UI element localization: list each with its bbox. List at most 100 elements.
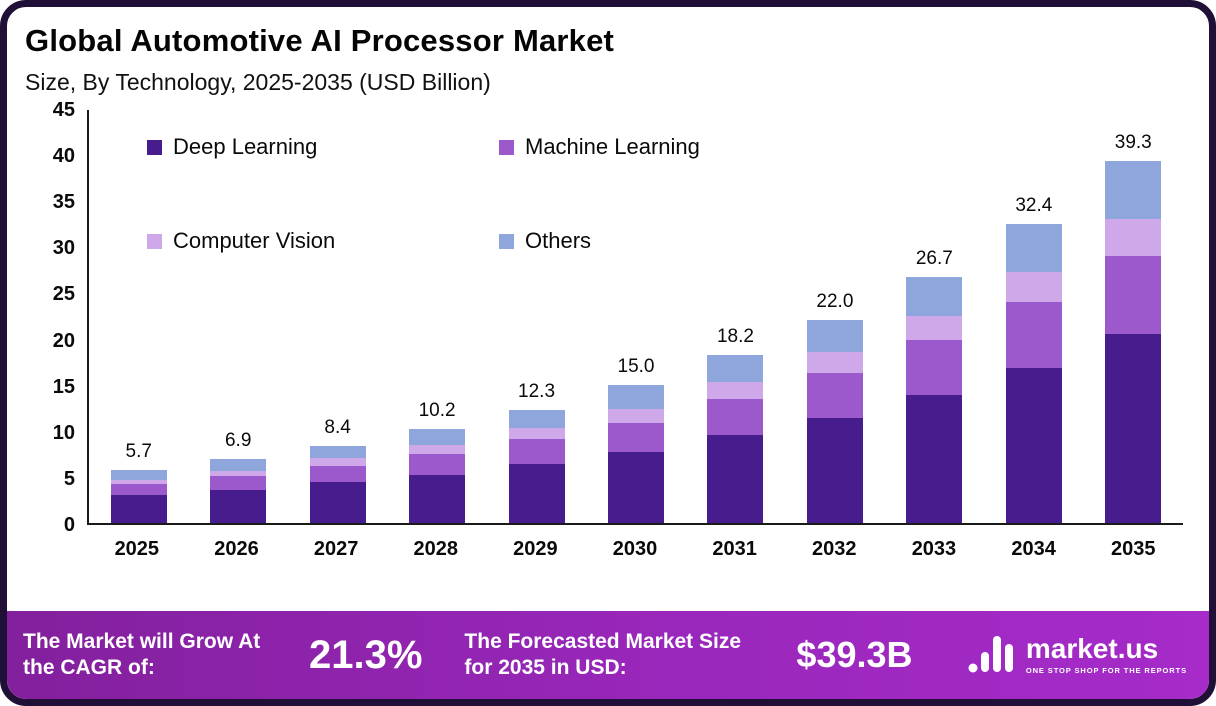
plot-area: 5.7 6.9 8.4 10.2 12.3 15.0 18.2 22.0 26.7 32.4 39.… bbox=[87, 110, 1183, 525]
y-tick-label: 30 bbox=[52, 237, 75, 260]
forecast-label: The Forecasted Market Size for 2035 in U… bbox=[464, 630, 742, 679]
plot-wrap: 5.7 6.9 8.4 10.2 12.3 15.0 18.2 22.0 26.7 32.4 39.… bbox=[87, 110, 1183, 561]
bar-stack bbox=[806, 320, 863, 523]
footer-banner: The Market will Grow At the CAGR of: 21.… bbox=[7, 611, 1209, 699]
bar-segment-computer-vision bbox=[806, 352, 863, 373]
legend-item-machine-learning: Machine Learning bbox=[499, 134, 700, 160]
bar-column: 15.0 bbox=[586, 110, 685, 523]
bar-segment-machine-learning bbox=[309, 465, 366, 483]
bar-total-label: 8.4 bbox=[324, 416, 351, 438]
bar-total-label: 18.2 bbox=[716, 326, 754, 348]
y-tick-label: 40 bbox=[52, 145, 75, 168]
chart-area: 0 5 10 15 20 25 30 35 40 45 5.7 6.9 8.4 10.2 12.3 15.0… bbox=[7, 96, 1209, 561]
bar-segment-computer-vision bbox=[508, 428, 565, 440]
x-tick-label: 2026 bbox=[214, 538, 259, 560]
chart-subtitle: Size, By Technology, 2025-2035 (USD Bill… bbox=[25, 69, 491, 95]
x-tick-label: 2034 bbox=[1011, 538, 1056, 560]
bar-segment-machine-learning bbox=[707, 398, 764, 436]
y-tick-label: 0 bbox=[63, 514, 75, 536]
bar-segment-others bbox=[707, 355, 764, 382]
bar-column: 18.2 bbox=[686, 110, 785, 523]
x-tick-label: 2029 bbox=[513, 538, 558, 560]
legend-swatch bbox=[147, 233, 162, 249]
bar-stack bbox=[210, 459, 267, 523]
bar-total-label: 26.7 bbox=[915, 247, 953, 269]
bar-segment-machine-learning bbox=[409, 453, 466, 475]
bar-segment-deep-learning bbox=[409, 475, 466, 523]
bar-total-label: 5.7 bbox=[125, 441, 152, 463]
bar-column: 32.4 bbox=[984, 110, 1083, 523]
bar-column: 10.2 bbox=[387, 110, 486, 523]
y-tick-label: 35 bbox=[52, 191, 75, 214]
bar-segment-machine-learning bbox=[110, 484, 167, 496]
bar-segment-deep-learning bbox=[1005, 368, 1062, 523]
bar-total-label: 22.0 bbox=[816, 291, 854, 313]
bar-segment-others bbox=[1005, 224, 1062, 273]
bars: 5.7 6.9 8.4 10.2 12.3 15.0 18.2 22.0 26.7 32.4 39.… bbox=[89, 110, 1183, 523]
bar-segment-machine-learning bbox=[1005, 301, 1062, 369]
bar-column: 6.9 bbox=[188, 110, 287, 523]
bar-total-label: 6.9 bbox=[224, 430, 252, 452]
bar-segment-computer-vision bbox=[1005, 272, 1062, 302]
legend-item-computer-vision: Computer Vision bbox=[147, 228, 499, 254]
bar-stack bbox=[110, 470, 167, 523]
bar-segment-others bbox=[508, 409, 565, 429]
cagr-value: 21.3% bbox=[309, 632, 423, 677]
legend-item-others: Others bbox=[499, 228, 700, 254]
y-axis: 0 5 10 15 20 25 30 35 40 45 bbox=[15, 99, 87, 536]
bar-stack bbox=[409, 428, 466, 523]
header: Global Automotive AI Processor Market Si… bbox=[7, 7, 1209, 96]
bar-stack bbox=[1105, 160, 1162, 523]
legend-swatch bbox=[499, 139, 514, 155]
bar-segment-deep-learning bbox=[906, 394, 963, 523]
cagr-label: The Market will Grow At the CAGR of: bbox=[23, 630, 261, 679]
bar-stack bbox=[707, 355, 764, 523]
chart-title: Global Automotive AI Processor Market bbox=[25, 23, 615, 58]
bar-segment-others bbox=[210, 459, 267, 471]
x-tick-label: 2025 bbox=[114, 538, 160, 560]
bar-segment-machine-learning bbox=[508, 439, 565, 464]
bar-segment-others bbox=[309, 445, 366, 459]
legend-label: Deep Learning bbox=[173, 134, 318, 159]
x-tick-label: 2033 bbox=[911, 538, 957, 560]
bar-stack bbox=[309, 445, 366, 523]
bar-segment-machine-learning bbox=[1105, 255, 1162, 334]
bar-column: 8.4 bbox=[288, 110, 387, 523]
x-tick-label: 2035 bbox=[1110, 538, 1156, 560]
x-tick-label: 2028 bbox=[413, 538, 458, 560]
bar-segment-deep-learning bbox=[508, 464, 565, 523]
y-tick-label: 15 bbox=[52, 375, 75, 398]
bar-segment-deep-learning bbox=[110, 495, 167, 523]
bar-segment-computer-vision bbox=[309, 458, 366, 466]
x-tick-label: 2032 bbox=[812, 538, 857, 560]
bar-column: 39.3 bbox=[1084, 110, 1183, 523]
y-tick-label: 20 bbox=[52, 329, 75, 352]
y-tick-label: 25 bbox=[52, 283, 75, 306]
forecast-value: $39.3B bbox=[796, 634, 913, 675]
legend-label: Computer Vision bbox=[173, 228, 336, 253]
bar-segment-machine-learning bbox=[806, 372, 863, 418]
bar-segment-computer-vision bbox=[1105, 218, 1162, 256]
bar-segment-others bbox=[1105, 160, 1162, 219]
bar-stack bbox=[1005, 224, 1062, 523]
bar-total-label: 10.2 bbox=[418, 399, 456, 421]
bar-segment-others bbox=[409, 428, 466, 445]
bar-column: 26.7 bbox=[885, 110, 984, 523]
brand-logo: market.us ONE STOP SHOP FOR THE REPORTS bbox=[968, 630, 1187, 681]
bar-segment-machine-learning bbox=[906, 340, 963, 395]
bar-segment-others bbox=[110, 470, 167, 480]
legend-label: Machine Learning bbox=[525, 134, 700, 159]
bar-segment-others bbox=[607, 384, 664, 409]
bar-column: 22.0 bbox=[785, 110, 884, 523]
x-tick-label: 2030 bbox=[612, 538, 658, 560]
bar-segment-computer-vision bbox=[607, 408, 664, 423]
bar-segment-machine-learning bbox=[607, 422, 664, 452]
bar-segment-deep-learning bbox=[607, 452, 664, 523]
bar-stack bbox=[508, 409, 565, 523]
y-tick-label: 10 bbox=[52, 421, 75, 444]
bar-total-label: 15.0 bbox=[617, 355, 655, 377]
bar-segment-computer-vision bbox=[210, 470, 267, 477]
bar-segment-deep-learning bbox=[1105, 333, 1162, 523]
bar-segment-deep-learning bbox=[806, 417, 863, 523]
legend-swatch bbox=[147, 139, 162, 155]
